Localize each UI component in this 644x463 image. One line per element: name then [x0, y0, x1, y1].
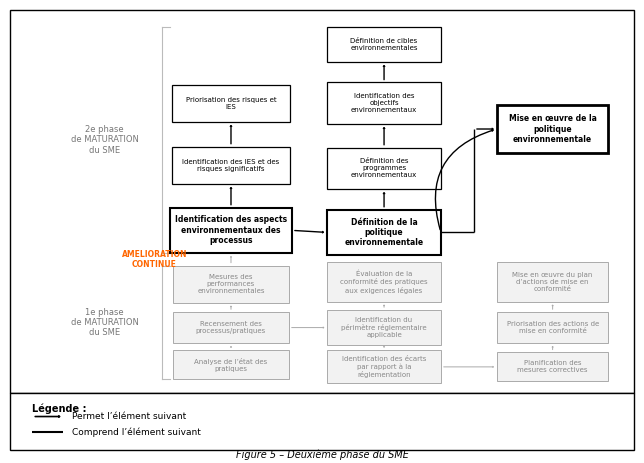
Bar	[327, 350, 441, 383]
Text: Priorisation des risques et
IES: Priorisation des risques et IES	[185, 97, 276, 110]
Text: Légende :: Légende :	[32, 403, 87, 413]
Bar	[170, 207, 292, 253]
Text: Identification des écarts
par rapport à la
réglementation: Identification des écarts par rapport à …	[342, 356, 426, 378]
Text: Mesures des
performances
environnementales: Mesures des performances environnemental…	[197, 274, 265, 294]
Bar	[171, 85, 290, 122]
Text: Recensement des
processus/pratiques: Recensement des processus/pratiques	[196, 321, 266, 334]
Text: Identification du
périmètre réglementaire
applicable: Identification du périmètre réglementair…	[341, 317, 427, 338]
Text: Identification des aspects
environnementaux des
processus: Identification des aspects environnement…	[175, 215, 287, 245]
Bar	[327, 210, 441, 255]
Text: Identification des IES et des
risques significatifs: Identification des IES et des risques si…	[182, 159, 279, 172]
Bar	[327, 310, 441, 345]
Bar	[10, 10, 634, 393]
Text: AMELIORATION
CONTINUE: AMELIORATION CONTINUE	[122, 250, 187, 269]
Bar	[327, 82, 441, 124]
Bar	[497, 105, 609, 153]
Text: Analyse de l’état des
pratiques: Analyse de l’état des pratiques	[194, 358, 268, 372]
Bar	[497, 312, 609, 343]
Bar	[171, 147, 290, 184]
Text: Figure 5 – Deuxième phase du SME: Figure 5 – Deuxième phase du SME	[236, 450, 408, 460]
Bar	[497, 263, 609, 302]
Bar	[497, 352, 609, 382]
Text: Définition de la
politique
environnementale: Définition de la politique environnement…	[345, 218, 424, 247]
Text: Permet l’élément suivant: Permet l’élément suivant	[71, 412, 186, 421]
Bar	[327, 26, 441, 62]
Text: Définition des
programmes
environnementaux: Définition des programmes environnementa…	[351, 158, 417, 178]
Text: Comprend l’élément suivant: Comprend l’élément suivant	[71, 427, 200, 437]
Bar	[327, 148, 441, 189]
Bar	[173, 350, 289, 379]
Bar	[10, 393, 634, 450]
Text: Mise en œuvre de la
politique
environnementale: Mise en œuvre de la politique environnem…	[509, 114, 596, 144]
Text: Identification des
objectifs
environnementaux: Identification des objectifs environneme…	[351, 93, 417, 113]
Text: Mise en œuvre du plan
d’actions de mise en
conformité: Mise en œuvre du plan d’actions de mise …	[513, 272, 593, 292]
Text: 2e phase
de MATURATION
du SME: 2e phase de MATURATION du SME	[71, 125, 138, 155]
Text: Priorisation des actions de
mise en conformité: Priorisation des actions de mise en conf…	[507, 321, 599, 334]
Bar	[173, 312, 289, 343]
Text: Planification des
mesures correctives: Planification des mesures correctives	[517, 360, 588, 373]
Bar	[173, 265, 289, 303]
Text: Définition de cibles
environnementales: Définition de cibles environnementales	[350, 38, 418, 51]
Text: 1e phase
de MATURATION
du SME: 1e phase de MATURATION du SME	[71, 307, 138, 338]
FancyArrowPatch shape	[435, 130, 493, 230]
Bar	[327, 263, 441, 302]
Text: Évaluation de la
conformité des pratiques
aux exigences légales: Évaluation de la conformité des pratique…	[340, 271, 428, 294]
